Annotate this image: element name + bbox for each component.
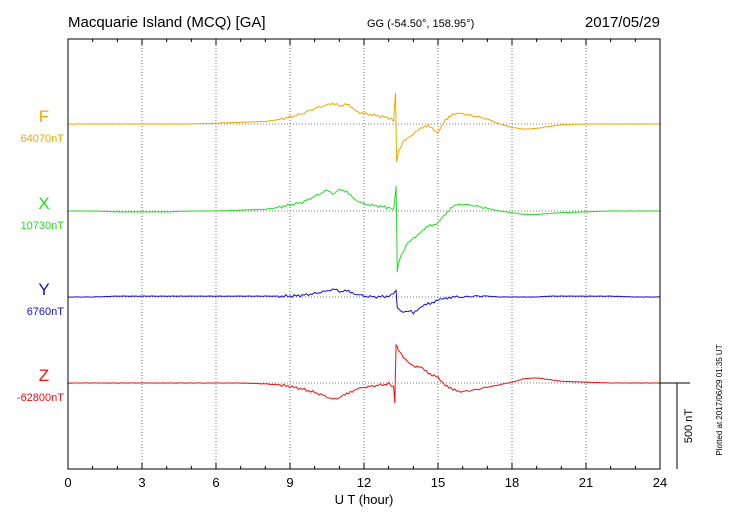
series-name-y: Y [38,280,49,299]
series-name-z: Z [39,366,49,385]
series-lines [67,93,661,404]
x-tick-label: 12 [357,475,371,490]
component-labels: F 64070nT X 10730nT Y 6760nT Z -62800nT [17,107,64,404]
series-line-z [67,343,661,404]
x-tick-label: 24 [653,475,667,490]
x-tick-label: 21 [579,475,593,490]
plot-frame [67,38,661,470]
x-tick-label: 9 [286,475,293,490]
x-tick-label: 18 [505,475,519,490]
x-axis-title: U T (hour) [335,492,394,507]
series-name-f: F [39,107,49,126]
series-baseline-label-f: 64070nT [21,133,65,145]
series-baseline-label-z: -62800nT [17,392,64,404]
series-baseline-label-y: 6760nT [27,306,65,318]
scale-bar: 500 nT [660,382,695,469]
x-tick-label: 0 [64,475,71,490]
series-line-y [67,288,661,315]
x-tick-label: 15 [431,475,445,490]
series-line-f [67,93,661,163]
x-tick-label: 3 [138,475,145,490]
x-tick-label: 6 [212,475,219,490]
x-axis-ticks: 0 3 6 9 12 15 18 21 24 [64,39,667,490]
grid [141,39,587,469]
series-name-x: X [38,194,49,213]
coordinates-label: GG (-54.50°, 158.95°) [367,18,474,30]
station-title: Macquarie Island (MCQ) [GA] [68,14,266,31]
plotted-timestamp: Plotted at 2017/06/29 01:35 UT [715,344,724,455]
scale-bar-label: 500 nT [683,409,695,444]
series-baseline-label-x: 10730nT [21,220,65,232]
date-label: 2017/05/29 [585,14,660,31]
series-line-x [68,185,661,273]
